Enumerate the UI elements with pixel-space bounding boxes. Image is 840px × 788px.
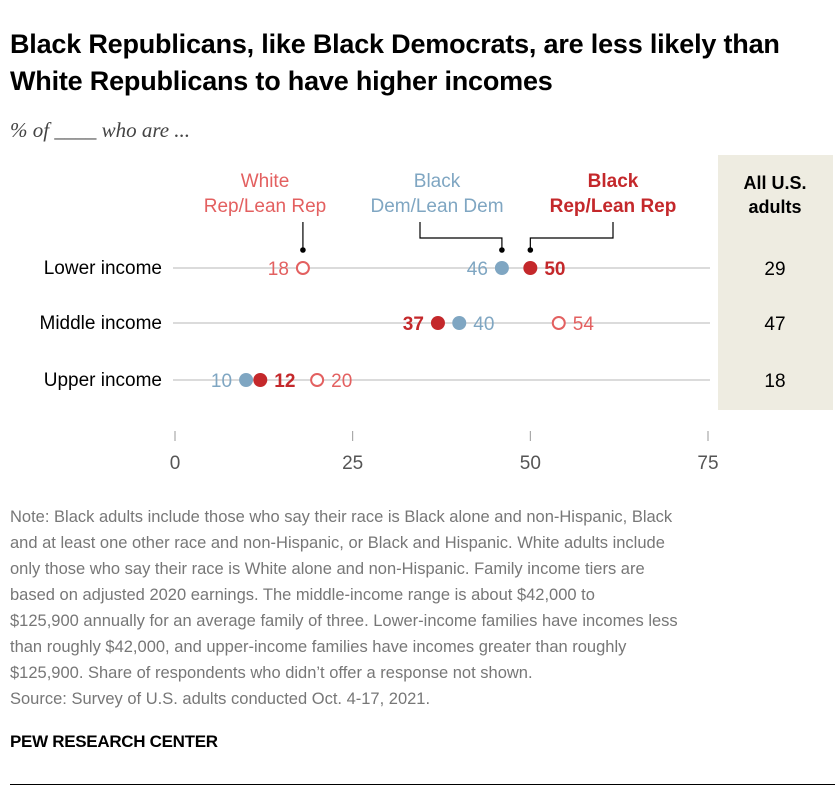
data-label: 18	[268, 259, 289, 280]
data-point	[295, 261, 310, 275]
note-line: than roughly $42,000, and upper-income f…	[10, 638, 627, 656]
data-point	[551, 316, 566, 330]
side-column-value: 47	[764, 314, 785, 335]
data-point	[310, 373, 325, 387]
category-label: Middle income	[40, 313, 163, 334]
legend-leader	[419, 222, 503, 250]
bottom-rule	[10, 784, 835, 785]
x-tick-label: 0	[170, 453, 181, 474]
side-column-value: 29	[764, 259, 785, 280]
note-line: and at least one other race and non-Hisp…	[10, 534, 665, 552]
data-point	[523, 261, 538, 275]
x-tick-label: 25	[342, 453, 363, 474]
note-line: based on adjusted 2020 earnings. The mid…	[10, 586, 595, 604]
chart-title: Black Republicans, like Black Democrats,…	[10, 29, 780, 96]
note-line: $125,900. Share of respondents who didn’…	[10, 664, 533, 682]
side-column-value: 18	[764, 371, 785, 392]
note-line: $125,900 annually for an average family …	[10, 612, 678, 630]
data-label: 37	[403, 314, 424, 335]
category-label: Lower income	[44, 258, 162, 279]
data-label: 10	[211, 371, 232, 392]
note-line: only those who say their race is White a…	[10, 560, 645, 578]
data-label: 50	[544, 259, 565, 280]
legend-label: White	[241, 171, 290, 192]
source-line: Source: Survey of U.S. adults conducted …	[10, 690, 431, 708]
legend-label: Rep/Lean Rep	[550, 196, 677, 217]
legend-label: Black	[414, 171, 461, 192]
data-label: 54	[573, 314, 595, 335]
note: Note: Black adults include those who say…	[10, 504, 678, 712]
data-point	[253, 373, 268, 387]
data-label: 40	[473, 314, 494, 335]
legend-leader-dot	[527, 247, 534, 253]
data-point	[239, 373, 254, 387]
data-label: 20	[331, 371, 352, 392]
legend-label: Dem/Lean Dem	[370, 196, 503, 217]
category-label: Upper income	[44, 370, 162, 391]
note-line: Note: Black adults include those who say…	[10, 508, 673, 526]
legend-label: Rep/Lean Rep	[204, 196, 327, 217]
side-column-header: adults	[748, 197, 801, 217]
data-point	[430, 316, 445, 330]
dot-plot: All U.S. adults 29 47 18 Lower income Middle i…	[40, 155, 833, 474]
x-tick-label: 50	[520, 453, 541, 474]
side-column-bg	[718, 155, 833, 410]
chart-subtitle: % of ____ who are ...	[10, 118, 191, 142]
data-label: 46	[467, 259, 488, 280]
side-column-header: All U.S.	[743, 173, 806, 193]
legend-label: Black	[588, 171, 639, 192]
data-point	[452, 316, 467, 330]
legend-leader-dot	[499, 247, 505, 253]
data-label: 12	[274, 371, 295, 392]
brand-logo-text: PEW RESEARCH CENTER	[10, 732, 218, 751]
legend-leader-dot	[300, 247, 306, 253]
x-tick-label: 75	[697, 453, 718, 474]
data-point	[494, 261, 509, 275]
legend-leader	[529, 222, 614, 250]
